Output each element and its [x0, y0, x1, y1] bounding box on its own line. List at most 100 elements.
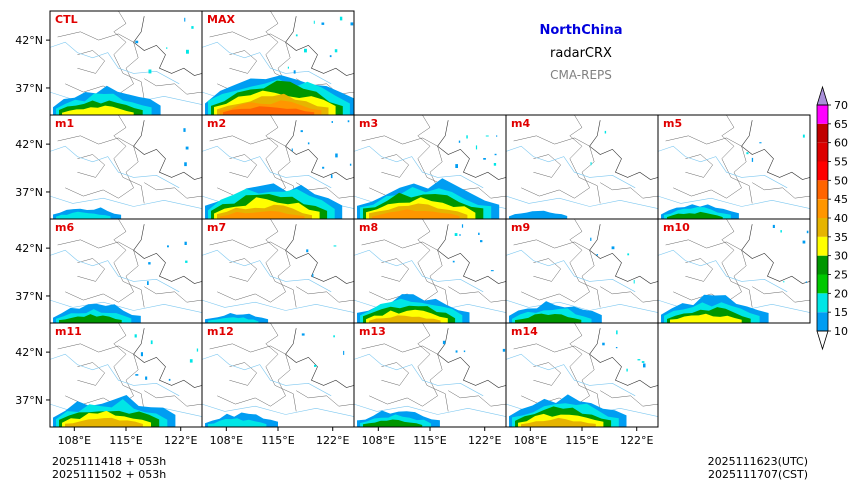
init-time-cst: 2025111502 + 053h [52, 468, 166, 481]
echo-speck [454, 233, 458, 236]
province-border [57, 135, 139, 199]
reflectivity-area [59, 314, 122, 323]
panel-background [506, 219, 658, 323]
river [506, 353, 636, 397]
province-border [265, 115, 297, 204]
province-border [685, 258, 714, 282]
lon-label: 122°E [468, 434, 501, 447]
coastline [437, 328, 506, 388]
colorbar-label: 10 [834, 325, 848, 338]
panel-label-m8: m8 [359, 221, 378, 234]
colorbar-bin [817, 199, 828, 218]
river [354, 403, 506, 417]
echo-speck [463, 350, 466, 353]
echo-speck [148, 69, 152, 74]
echo-speck [291, 148, 293, 152]
colorbar-bin [817, 105, 828, 124]
reflectivity-area [223, 106, 315, 115]
map-panel-m5: m5 [657, 114, 811, 220]
province-border [57, 239, 139, 303]
panel-label-m3: m3 [359, 117, 378, 130]
coastline [741, 224, 810, 284]
river [202, 145, 332, 189]
echo-speck [312, 273, 314, 278]
province-border [448, 286, 506, 303]
coastline [133, 328, 202, 388]
province-border [600, 286, 658, 303]
echo-speck [611, 246, 615, 250]
echo-speck [475, 145, 478, 150]
echo-speck [293, 70, 296, 74]
province-border [600, 182, 658, 199]
reflectivity-area [363, 419, 423, 427]
province-border [533, 258, 562, 282]
river [50, 145, 180, 189]
echo-speck [455, 164, 458, 168]
province-border [209, 343, 291, 407]
province-border [569, 115, 601, 204]
echo-speck [185, 260, 188, 263]
coastline [589, 120, 658, 180]
echo-speck [314, 364, 317, 367]
echo-speck [334, 49, 338, 53]
echo-speck [148, 262, 151, 265]
echo-speck [627, 253, 630, 256]
echo-speck [339, 16, 343, 21]
init-time-utc: 2025111418 + 053h [52, 455, 166, 468]
valid-time-cst: 2025111707(CST) [708, 468, 808, 481]
river [658, 145, 788, 189]
echo-speck [191, 26, 194, 29]
map-panel-MAX: MAX [201, 10, 355, 116]
lat-label: 42°N [15, 34, 43, 47]
echo-speck [350, 22, 354, 26]
echo-speck [184, 17, 186, 22]
colorbar: 10 15 20 25 30 35 40 45 50 55 60 65 70 [816, 85, 848, 351]
panel-background [202, 323, 354, 427]
echo-speck [322, 166, 325, 169]
echo-speck [135, 374, 139, 376]
river [658, 249, 788, 293]
colorbar-label: 20 [834, 287, 848, 300]
echo-speck [485, 135, 489, 137]
echo-speck [616, 330, 618, 335]
river [50, 299, 202, 313]
province-border [229, 258, 258, 282]
panel-label-m1: m1 [55, 117, 74, 130]
echo-speck [746, 152, 749, 155]
panel-label-m6: m6 [55, 221, 74, 234]
echo-speck [633, 279, 635, 284]
panel-background [50, 219, 202, 323]
echo-speck [150, 340, 153, 345]
reflectivity-area [369, 315, 441, 323]
map-panel-m4: m4 [505, 114, 659, 220]
echo-speck [494, 153, 497, 156]
colorbar-label: 55 [834, 156, 848, 169]
province-border [77, 50, 106, 74]
echo-speck [502, 348, 506, 352]
map-panel-m10: m10 [657, 218, 811, 324]
river [202, 299, 354, 313]
colorbar-label: 15 [834, 306, 848, 319]
lon-label: 122°E [316, 434, 349, 447]
panel-label-m11: m11 [55, 325, 82, 338]
echo-speck [300, 130, 303, 133]
echo-speck [442, 340, 446, 345]
echo-speck [185, 146, 189, 150]
lon-label: 115°E [413, 434, 446, 447]
echo-speck [166, 47, 168, 49]
colorbar-bin [817, 180, 828, 200]
province-border [533, 154, 562, 178]
province-border [113, 11, 145, 100]
colorbar-label: 60 [834, 137, 848, 150]
echo-speck [483, 158, 486, 160]
lon-label: 108°E [210, 434, 243, 447]
river [50, 353, 180, 397]
echo-speck [751, 157, 754, 162]
reflectivity-area [667, 211, 723, 219]
echo-speck [590, 237, 592, 241]
echo-speck [307, 142, 310, 145]
lon-label: 115°E [261, 434, 294, 447]
echo-speck [466, 135, 468, 139]
province-border [144, 390, 202, 407]
